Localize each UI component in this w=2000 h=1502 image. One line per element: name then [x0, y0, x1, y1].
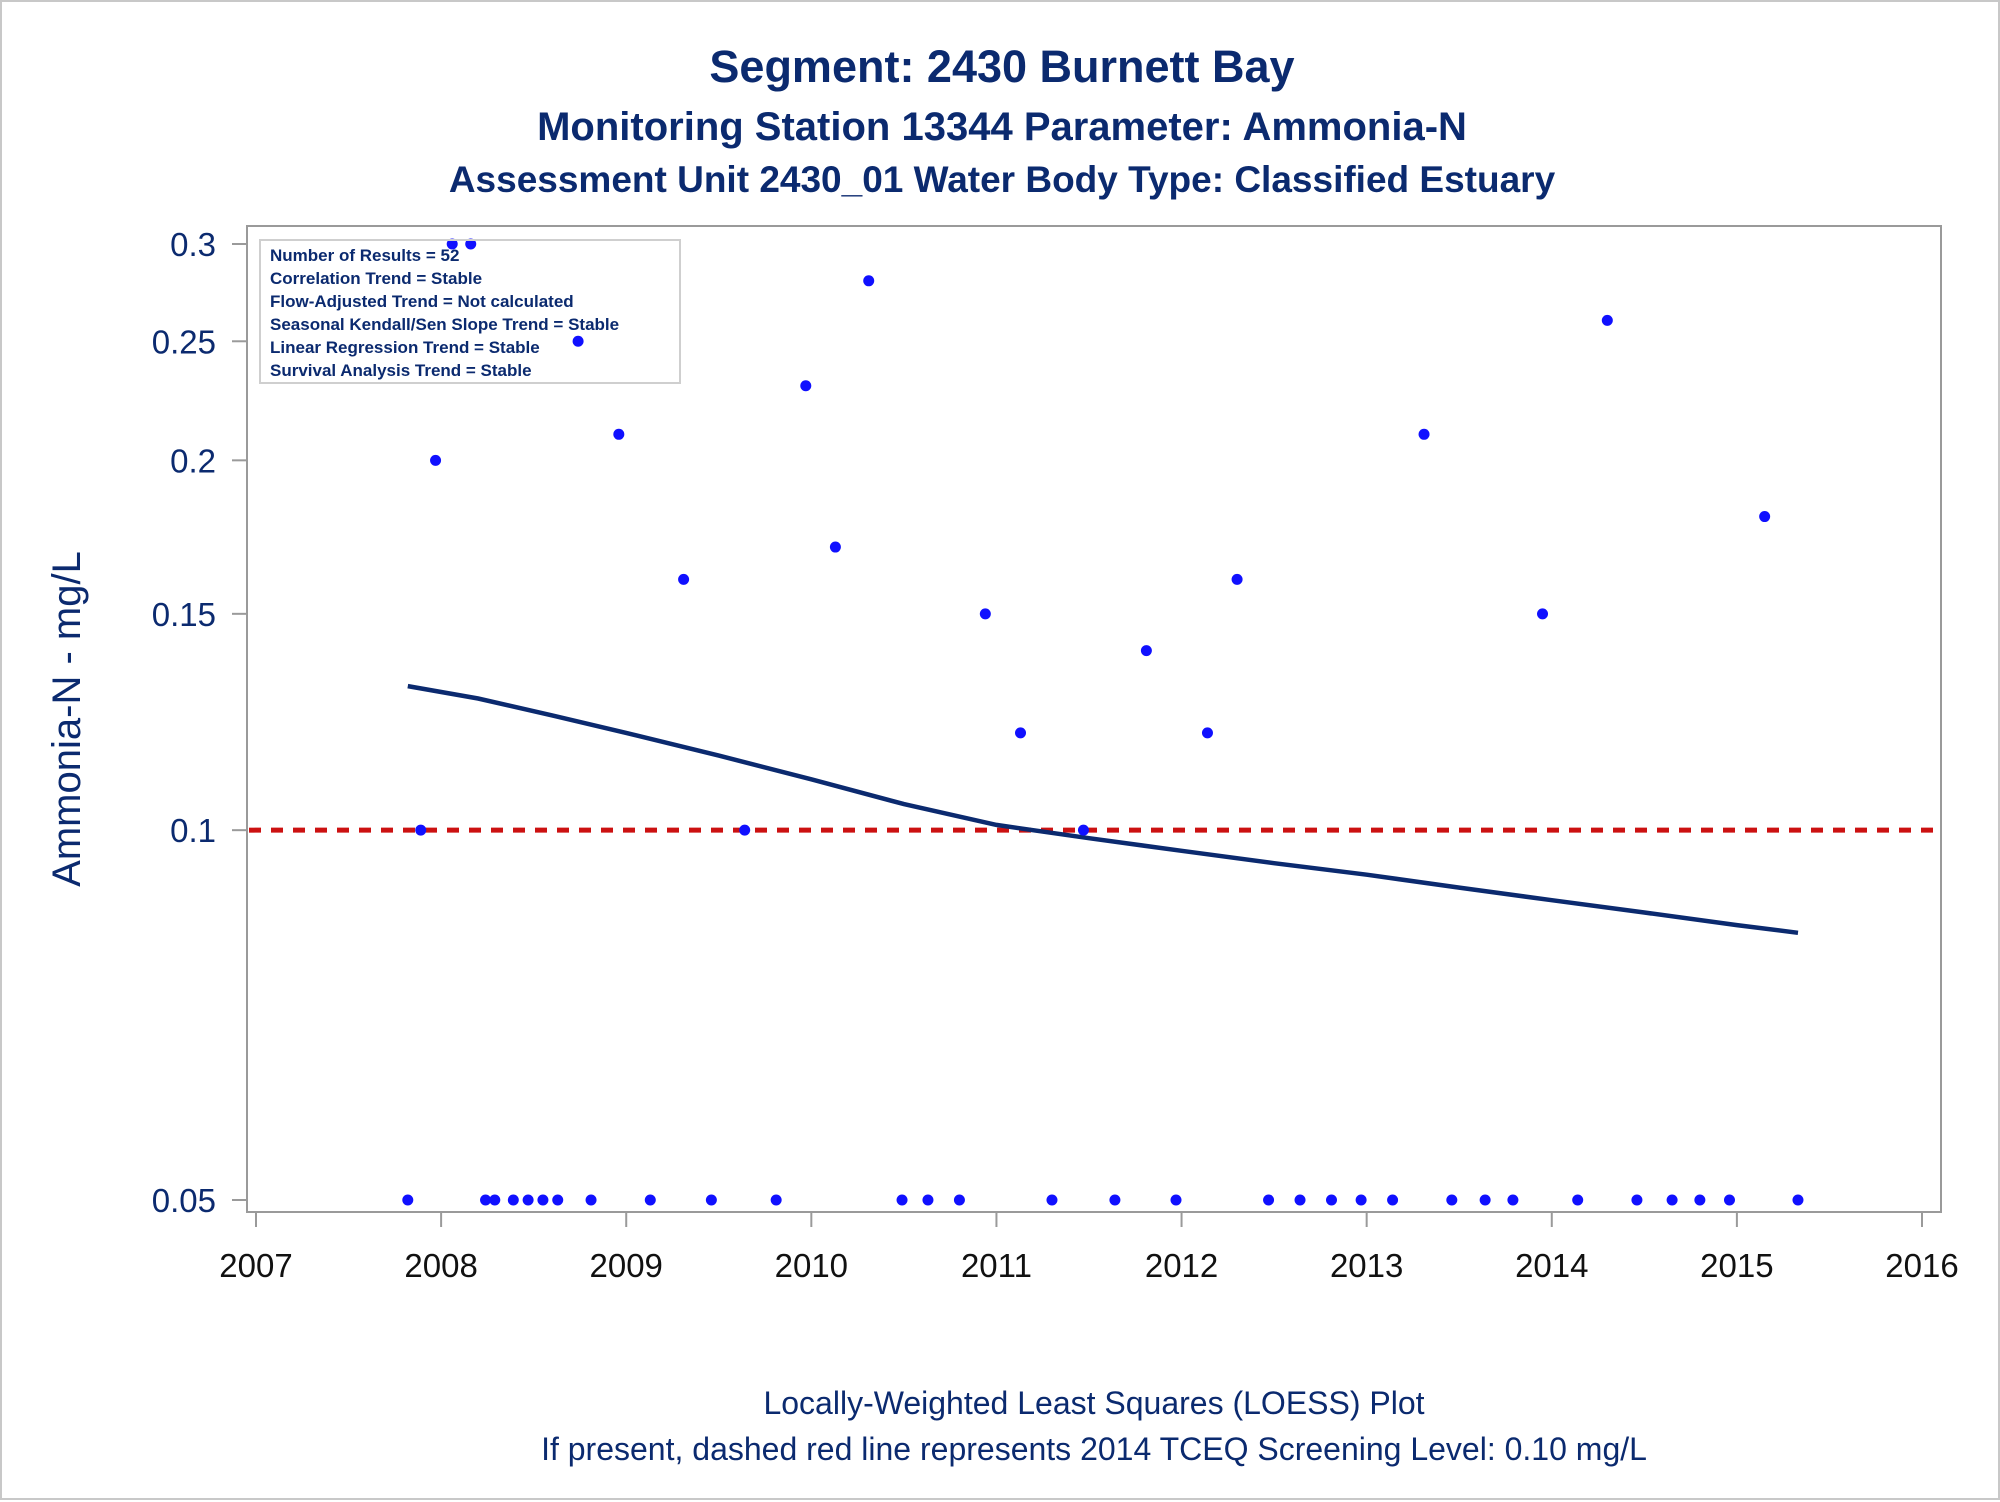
x-tick-label: 2014: [1515, 1247, 1588, 1284]
x-tick-label: 2008: [404, 1247, 477, 1284]
data-point: [465, 238, 477, 250]
data-point: [1294, 1194, 1306, 1206]
data-point: [1046, 1194, 1058, 1206]
data-point: [507, 1194, 519, 1206]
data-point: [863, 275, 875, 287]
x-tick-label: 2009: [590, 1247, 663, 1284]
data-point: [613, 428, 625, 440]
data-point: [1631, 1194, 1643, 1206]
data-point: [644, 1194, 656, 1206]
data-point: [537, 1194, 549, 1206]
data-point: [1015, 727, 1027, 739]
data-point: [896, 1194, 908, 1206]
x-tick-label: 2015: [1700, 1247, 1773, 1284]
x-tick-label: 2010: [775, 1247, 848, 1284]
data-point: [430, 454, 442, 466]
data-point: [1572, 1194, 1584, 1206]
data-point: [705, 1194, 717, 1206]
data-point: [953, 1194, 965, 1206]
data-points: [402, 238, 1804, 1206]
stats-line-3: Flow-Adjusted Trend = Not calculated: [270, 292, 574, 311]
data-point: [402, 1194, 414, 1206]
stats-box: Number of Results = 52 Correlation Trend…: [259, 239, 681, 384]
plot-area: [246, 225, 1942, 1213]
data-point: [1387, 1194, 1399, 1206]
y-tick-label: 0.1: [170, 812, 216, 849]
data-point: [585, 1194, 597, 1206]
y-tick-label: 0.25: [152, 323, 216, 360]
chart-subtitle: Monitoring Station 13344 Parameter: Ammo…: [537, 105, 1467, 149]
data-point: [979, 608, 991, 620]
data-point: [1479, 1194, 1491, 1206]
stats-line-6: Survival Analysis Trend = Stable: [270, 361, 532, 380]
stats-box-border: [259, 239, 681, 384]
y-axis-label: Ammonia-N - mg/L: [45, 551, 89, 887]
data-point: [1694, 1194, 1706, 1206]
data-point: [489, 1194, 501, 1206]
data-point: [522, 1194, 534, 1206]
chart-title: Segment: 2430 Burnett Bay: [709, 41, 1294, 92]
loess-trend-line: [407, 683, 1799, 936]
stats-line-5: Linear Regression Trend = Stable: [270, 338, 540, 357]
stats-line-1: Number of Results = 52: [270, 246, 459, 265]
data-point: [1666, 1194, 1678, 1206]
data-point: [1263, 1194, 1275, 1206]
data-point: [829, 541, 841, 553]
data-point: [1507, 1194, 1519, 1206]
data-point: [552, 1194, 564, 1206]
data-point: [800, 380, 812, 392]
data-point: [415, 824, 427, 836]
x-tick-label: 2016: [1885, 1247, 1958, 1284]
data-point: [678, 573, 690, 585]
x-tick-label: 2013: [1330, 1247, 1403, 1284]
data-point: [1418, 428, 1430, 440]
stats-line-4: Seasonal Kendall/Sen Slope Trend = Stabl…: [270, 315, 619, 334]
data-point: [1723, 1194, 1735, 1206]
data-point: [1077, 824, 1089, 836]
data-point: [1759, 511, 1771, 523]
y-tick-label: 0.3: [170, 226, 216, 263]
data-point: [1140, 645, 1152, 657]
x-axis: 2007 2008 2009 2010 2011 2012 2013 2014 2015 2016: [219, 1212, 1959, 1284]
y-tick-label: 0.05: [152, 1182, 216, 1219]
data-point: [739, 824, 751, 836]
y-tick-label: 0.15: [152, 596, 216, 633]
data-point: [1601, 314, 1613, 326]
x-tick-label: 2011: [961, 1247, 1032, 1284]
data-point: [1109, 1194, 1121, 1206]
footer-line-2: If present, dashed red line represents 2…: [541, 1431, 1647, 1467]
data-point: [1537, 608, 1549, 620]
chart-subtitle-2: Assessment Unit 2430_01 Water Body Type:…: [449, 159, 1556, 200]
data-point: [922, 1194, 934, 1206]
x-tick-label: 2007: [219, 1247, 292, 1284]
y-tick-label: 0.2: [170, 442, 216, 479]
data-point: [1355, 1194, 1367, 1206]
data-point: [1170, 1194, 1182, 1206]
data-point: [572, 335, 584, 347]
data-point: [1792, 1194, 1804, 1206]
data-point: [1231, 573, 1243, 585]
x-tick-label: 2012: [1145, 1247, 1218, 1284]
data-point: [446, 238, 458, 250]
data-point: [1446, 1194, 1458, 1206]
data-point: [1201, 727, 1213, 739]
data-point: [770, 1194, 782, 1206]
stats-line-2: Correlation Trend = Stable: [270, 269, 482, 288]
footer-line-1: Locally-Weighted Least Squares (LOESS) P…: [763, 1385, 1424, 1421]
y-axis: 0.05 0.1 0.15 0.2 0.25 0.3: [152, 226, 247, 1219]
data-point: [480, 1194, 492, 1206]
data-point: [1325, 1194, 1337, 1206]
